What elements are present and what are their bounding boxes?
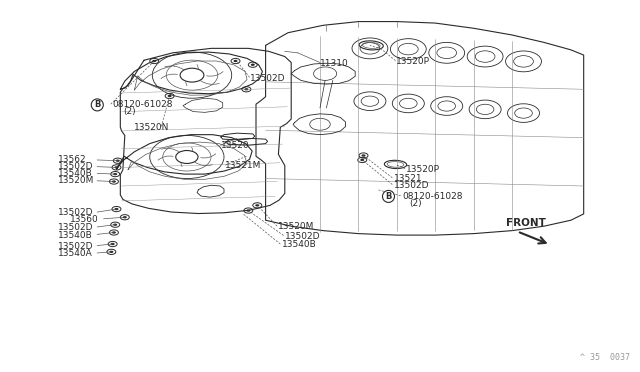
Circle shape: [113, 224, 117, 226]
Text: 13520N: 13520N: [134, 123, 170, 132]
Text: B: B: [94, 100, 100, 109]
Text: 13502D: 13502D: [58, 162, 93, 171]
Text: ^ 35  0037: ^ 35 0037: [580, 353, 630, 362]
Text: 13540B: 13540B: [282, 240, 316, 249]
Circle shape: [109, 251, 113, 253]
Text: 13502D: 13502D: [250, 74, 285, 83]
Circle shape: [360, 159, 364, 161]
Circle shape: [113, 173, 117, 175]
Text: 13521: 13521: [394, 174, 422, 183]
Circle shape: [168, 95, 172, 97]
Circle shape: [112, 231, 116, 234]
Circle shape: [152, 60, 156, 62]
Circle shape: [251, 64, 255, 66]
Circle shape: [255, 204, 259, 206]
Text: 11310: 11310: [320, 59, 349, 68]
Text: 13520M: 13520M: [58, 176, 94, 185]
Text: (2): (2): [410, 199, 422, 208]
Circle shape: [123, 216, 127, 218]
Text: 13521M: 13521M: [225, 161, 262, 170]
Circle shape: [115, 208, 118, 210]
Text: 08120-61028: 08120-61028: [112, 100, 173, 109]
Text: (2): (2): [123, 107, 136, 116]
Text: 13520: 13520: [221, 141, 250, 150]
Text: 13502D: 13502D: [58, 242, 93, 251]
Circle shape: [116, 160, 120, 162]
Text: 13520M: 13520M: [278, 222, 315, 231]
Text: 13502D: 13502D: [285, 232, 320, 241]
Text: 13502D: 13502D: [394, 181, 429, 190]
Text: 13520P: 13520P: [396, 57, 429, 66]
Text: 08120-61028: 08120-61028: [402, 192, 463, 201]
Text: FRONT: FRONT: [506, 218, 545, 228]
Text: 13502D: 13502D: [58, 223, 93, 232]
Text: 13540B: 13540B: [58, 231, 92, 240]
Circle shape: [246, 209, 250, 212]
Circle shape: [244, 88, 248, 90]
Circle shape: [234, 60, 237, 62]
Text: B: B: [385, 192, 392, 201]
Circle shape: [111, 243, 115, 245]
Text: 13520P: 13520P: [406, 165, 440, 174]
Text: 13562: 13562: [58, 155, 86, 164]
Circle shape: [362, 154, 365, 157]
Circle shape: [115, 166, 118, 169]
Text: 13540A: 13540A: [58, 249, 92, 258]
Circle shape: [112, 180, 116, 183]
Text: 13540B: 13540B: [58, 169, 92, 178]
Text: 13560: 13560: [70, 215, 99, 224]
Text: 13502D: 13502D: [58, 208, 93, 217]
